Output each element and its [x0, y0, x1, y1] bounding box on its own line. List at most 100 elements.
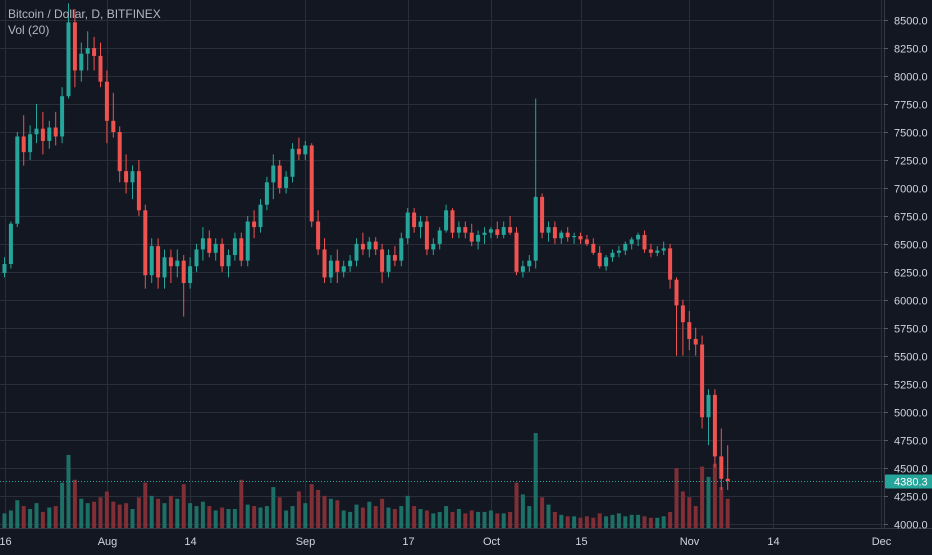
candle-body [668, 248, 673, 280]
candle-body [444, 210, 449, 231]
candle-body [527, 260, 532, 267]
volume-bar [258, 507, 263, 528]
candle-body [277, 165, 282, 188]
candle-body [117, 132, 122, 172]
volume-bar [501, 513, 506, 528]
x-tick-label: 17 [402, 536, 414, 548]
candle-body [514, 232, 519, 272]
candle-body [392, 255, 397, 261]
volume-bar [540, 497, 545, 528]
volume-bar [8, 510, 13, 528]
y-tick-label: 5750.0 [894, 324, 928, 336]
y-tick-label: 7750.0 [894, 100, 928, 112]
candle-body [661, 248, 666, 251]
volume-bar [79, 498, 84, 528]
volume-bar [405, 495, 410, 528]
y-tick-label: 4000.0 [894, 520, 928, 532]
candle-body [335, 260, 340, 272]
candle-body [520, 266, 525, 272]
candle-body [303, 145, 308, 155]
y-tick-label: 6000.0 [894, 296, 928, 308]
volume-bar [2, 513, 7, 528]
volume-bar [143, 482, 148, 528]
volume-bar [335, 500, 340, 528]
volume-bar [149, 495, 154, 528]
candle-body [104, 81, 109, 121]
volume-bar [424, 510, 429, 528]
volume-bar [66, 454, 71, 528]
candle-body [111, 120, 116, 132]
volume-bar [559, 514, 564, 528]
x-tick-label: Aug [98, 536, 118, 548]
price-axis[interactable]: 4000.0 4250.0 4500.0 4750.0 5000.0 5250.0 5500… [884, 16, 928, 532]
candle-body [296, 148, 301, 155]
candle-body [552, 227, 557, 239]
candle-body [360, 243, 365, 250]
candle-body [680, 305, 685, 323]
volume-bar [284, 510, 289, 528]
candle-body [47, 127, 52, 141]
volume-bar [373, 506, 378, 528]
candle-body [66, 22, 71, 97]
y-tick-label: 5000.0 [894, 408, 928, 420]
volume-bar [309, 484, 314, 528]
volume-bar [290, 506, 295, 528]
candle-body [591, 243, 596, 253]
volume-bar [552, 511, 557, 528]
x-tick-label: Nov [680, 536, 700, 548]
candle-body [2, 264, 7, 273]
candlesticks [2, 3, 730, 490]
volume-bar [584, 516, 589, 528]
volume-bar [495, 513, 500, 528]
candle-body [226, 255, 231, 267]
volume-bar [239, 479, 244, 528]
candle-body [220, 243, 225, 267]
y-tick-label: 7500.0 [894, 128, 928, 140]
volume-bar [21, 506, 26, 528]
candle-body [476, 234, 481, 242]
volume-bar [412, 506, 417, 528]
candle-body [328, 260, 333, 278]
time-axis[interactable]: 16 Aug 14 Sep 17 Oct 15 Nov 14 Dec [0, 536, 892, 548]
volume-bars [2, 433, 730, 528]
candle-body [149, 246, 154, 276]
volume-bar [181, 484, 186, 528]
volume-bar [28, 509, 33, 528]
volume-bar [168, 495, 173, 528]
volume-bar [136, 497, 141, 528]
volume-bar [476, 511, 481, 528]
candle-body [143, 210, 148, 276]
candle-body [572, 236, 577, 238]
volume-bar [488, 510, 493, 528]
volume-bar [648, 517, 653, 528]
volume-bar [712, 463, 717, 528]
candle-body [399, 238, 404, 261]
volume-bar [719, 487, 724, 528]
volume-bar [706, 476, 711, 528]
candle-body [636, 234, 641, 240]
y-tick-label: 8000.0 [894, 72, 928, 84]
volume-bar [380, 498, 385, 528]
y-tick-label: 4750.0 [894, 436, 928, 448]
candle-body [232, 238, 237, 256]
volume-bar [47, 507, 52, 528]
candle-body [488, 229, 493, 233]
candle-body [15, 136, 20, 224]
volume-bar [15, 500, 20, 528]
volume-bar [565, 516, 570, 528]
candle-body [322, 249, 327, 278]
candle-body [456, 227, 461, 233]
x-tick-label: 14 [767, 536, 779, 548]
candle-body [559, 232, 564, 239]
volume-bar [252, 506, 257, 528]
volume-bar [572, 516, 577, 528]
candle-body [245, 221, 250, 261]
candle-body [60, 96, 65, 137]
volume-bar [668, 511, 673, 528]
y-tick-label: 6500.0 [894, 240, 928, 252]
candle-body [693, 338, 698, 345]
candle-body [124, 171, 129, 183]
candle-body [188, 266, 193, 284]
